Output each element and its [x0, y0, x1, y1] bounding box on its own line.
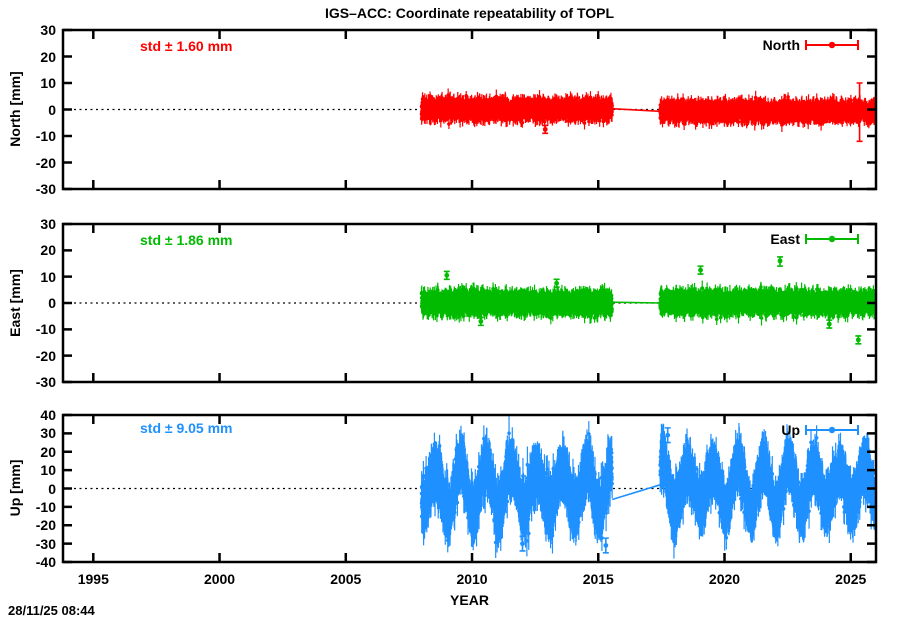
y-tick-label: -30	[35, 535, 56, 552]
y-tick-label: 0	[48, 101, 56, 118]
std-annotation-up: std ± 9.05 mm	[140, 420, 233, 436]
y-tick-label: 10	[40, 75, 56, 91]
legend-label-north: North	[762, 37, 800, 53]
x-tick-label: 2020	[708, 571, 741, 587]
chart-title: IGS–ACC: Coordinate repeatability of TOP…	[324, 5, 615, 21]
y-tick-label: 10	[40, 462, 56, 479]
std-annotation-east: std ± 1.86 mm	[140, 232, 233, 248]
x-tick-label: 2000	[203, 571, 236, 587]
x-tick-label: 2005	[330, 571, 362, 587]
y-tick-label: 40	[40, 407, 56, 423]
legend-label-east: East	[770, 231, 800, 247]
y-tick-label: -20	[35, 347, 56, 364]
y-tick-label: 0	[48, 295, 56, 311]
y-tick-label: -20	[35, 154, 56, 171]
y-tick-label: 10	[40, 268, 56, 285]
y-tick-label: 30	[40, 216, 56, 232]
y-tick-label: -10	[35, 321, 56, 338]
x-tick-label: 1995	[77, 571, 109, 587]
x-tick-label: 2010	[456, 571, 488, 587]
x-tick-label: 2025	[835, 571, 867, 587]
y-tick-label: -20	[35, 517, 56, 534]
y-tick-label: -30	[35, 374, 56, 390]
y-tick-label: -40	[35, 554, 56, 570]
timestamp: 28/11/25 08:44	[8, 603, 95, 618]
y-tick-label: 0	[48, 480, 56, 497]
legend-label-up: Up	[781, 422, 800, 438]
x-axis-label: YEAR	[450, 592, 489, 608]
y-tick-label: -30	[35, 181, 56, 197]
std-annotation-north: std ± 1.60 mm	[140, 38, 233, 54]
y-tick-label: 30	[40, 425, 56, 442]
y-tick-label: -10	[35, 498, 56, 515]
y-tick-label: 20	[40, 48, 56, 65]
x-tick-label: 2015	[582, 571, 614, 587]
y-tick-label: 20	[40, 242, 56, 259]
y-tick-label: 30	[40, 22, 56, 38]
y-tick-label: -10	[35, 128, 56, 144]
y-tick-label: 20	[40, 443, 56, 460]
